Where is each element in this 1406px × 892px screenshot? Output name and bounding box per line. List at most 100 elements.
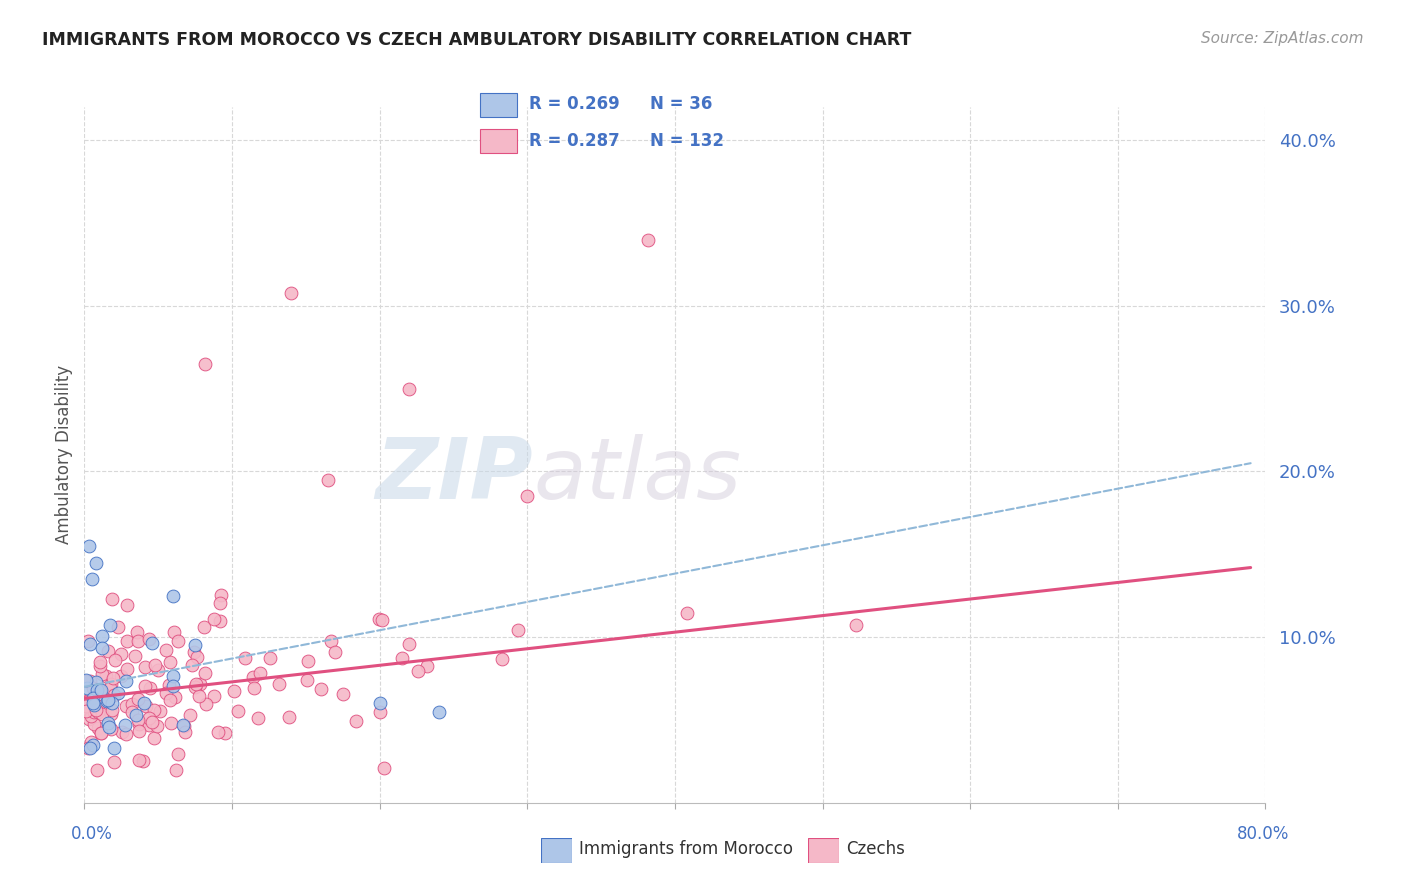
Point <box>124 649 146 664</box>
Point <box>110 669 132 683</box>
Point <box>135 699 157 714</box>
Point <box>155 686 177 700</box>
Point <box>280 285 302 300</box>
Point <box>84 703 107 717</box>
Point <box>184 681 207 695</box>
Point <box>128 724 150 739</box>
Point <box>79 674 101 689</box>
Point <box>202 689 225 703</box>
Point <box>146 719 169 733</box>
Point <box>76 694 98 708</box>
Point <box>114 718 136 732</box>
Point <box>138 711 160 725</box>
Point <box>183 645 205 659</box>
Point <box>90 726 112 740</box>
Point <box>209 596 232 610</box>
Point <box>91 629 114 643</box>
Point <box>278 709 301 723</box>
Point <box>184 676 207 690</box>
Point <box>416 659 439 673</box>
Point <box>311 682 333 697</box>
Point <box>87 699 110 714</box>
Bar <box>479 93 517 117</box>
Point <box>100 696 122 710</box>
Point <box>97 643 120 657</box>
Point <box>159 693 181 707</box>
Point <box>94 669 117 683</box>
Bar <box>479 129 517 153</box>
Point <box>77 712 100 726</box>
Point <box>160 716 183 731</box>
Point <box>141 636 163 650</box>
Text: Immigrants from Morocco: Immigrants from Morocco <box>579 840 793 858</box>
Point <box>149 704 172 718</box>
Point <box>249 666 271 681</box>
Point <box>86 683 108 698</box>
Point <box>75 674 97 689</box>
Point <box>100 722 122 736</box>
Point <box>207 724 229 739</box>
Point <box>103 755 125 769</box>
Point <box>297 673 319 687</box>
Point <box>637 233 659 247</box>
Text: Source: ZipAtlas.com: Source: ZipAtlas.com <box>1201 31 1364 46</box>
Point <box>115 698 138 713</box>
Point <box>100 676 122 690</box>
Point <box>214 726 236 740</box>
Point <box>194 665 217 680</box>
Text: Czechs: Czechs <box>846 840 905 858</box>
Point <box>87 721 110 735</box>
Point <box>96 694 118 708</box>
Point <box>267 676 290 690</box>
Point <box>247 711 270 725</box>
Point <box>186 650 208 665</box>
Point <box>80 572 103 586</box>
Point <box>128 753 150 767</box>
Point <box>408 664 430 678</box>
Point <box>115 634 138 648</box>
Point <box>90 726 112 740</box>
Point <box>371 613 394 627</box>
Point <box>97 693 120 707</box>
Point <box>134 696 156 710</box>
Point <box>181 657 204 672</box>
Point <box>209 614 232 628</box>
Point <box>91 667 114 681</box>
Point <box>83 705 105 719</box>
Point <box>368 612 391 626</box>
Point <box>162 668 184 682</box>
Point <box>139 681 162 695</box>
Point <box>111 724 134 739</box>
Point <box>77 539 100 553</box>
Point <box>98 720 121 734</box>
Point <box>84 675 107 690</box>
Point <box>134 660 156 674</box>
Point <box>89 655 111 669</box>
Point <box>194 357 217 371</box>
Point <box>121 698 143 712</box>
Point <box>173 719 195 733</box>
Point <box>98 681 121 695</box>
Point <box>226 704 249 718</box>
Point <box>138 632 160 647</box>
Point <box>162 679 184 693</box>
Point <box>166 634 188 648</box>
Point <box>124 707 146 722</box>
Point <box>75 695 97 709</box>
Point <box>316 473 339 487</box>
Point <box>141 715 163 730</box>
Point <box>114 726 136 740</box>
Point <box>117 598 139 612</box>
Point <box>373 761 395 775</box>
Y-axis label: Ambulatory Disability: Ambulatory Disability <box>55 366 73 544</box>
Point <box>104 653 127 667</box>
Point <box>82 681 104 695</box>
Point <box>491 652 513 666</box>
Point <box>89 658 111 673</box>
Point <box>89 683 111 698</box>
Point <box>110 647 132 661</box>
Point <box>127 713 149 727</box>
Point <box>398 637 420 651</box>
Point <box>516 489 538 503</box>
Point <box>242 671 264 685</box>
